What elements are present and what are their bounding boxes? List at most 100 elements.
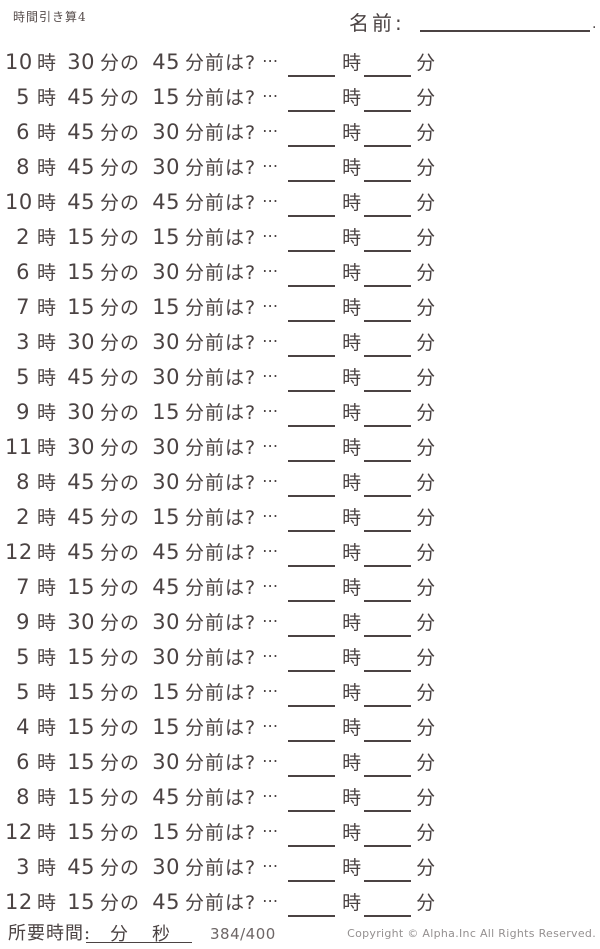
hour-unit: 時 [37, 857, 57, 879]
minute-particle: 分の [100, 262, 141, 284]
answer-hour-unit: 時 [342, 227, 362, 249]
ellipsis: … [262, 887, 280, 906]
answer-hour-blank [288, 501, 336, 532]
answer-minute-blank [364, 291, 412, 322]
hour-unit: 時 [37, 402, 57, 424]
answer-hour-blank [288, 781, 336, 812]
problem-row: 8 時 15 分の 45 分前は? … 時 分 [0, 779, 600, 814]
answer-hour-unit: 時 [342, 157, 362, 179]
minute-particle: 分の [100, 227, 141, 249]
hour-value: 3 [16, 854, 30, 879]
ellipsis: … [262, 187, 280, 206]
footer: 所要時間: 分 秒 384/400 Copyright © Alpha.Inc … [0, 915, 600, 949]
question-suffix: 分前は? [185, 542, 257, 564]
minute-particle: 分の [100, 577, 141, 599]
answer-hour-unit: 時 [342, 192, 362, 214]
name-blank-line [420, 30, 590, 32]
answer-hour-blank [288, 886, 336, 917]
problem-list: 10 時 30 分の 45 分前は? … 時 分 5 時 45 分の 15 分前… [0, 44, 600, 919]
before-value: 30 [152, 609, 181, 634]
minute-particle: 分の [100, 892, 141, 914]
before-value: 30 [152, 749, 181, 774]
problem-row: 8 時 45 分の 30 分前は? … 時 分 [0, 149, 600, 184]
hour-unit: 時 [37, 577, 57, 599]
hour-unit: 時 [37, 507, 57, 529]
minute-value: 15 [67, 889, 96, 914]
minute-particle: 分の [100, 647, 141, 669]
hour-value: 8 [16, 154, 30, 179]
hour-value: 10 [5, 189, 33, 214]
minute-value: 45 [67, 119, 96, 144]
hour-value: 8 [16, 469, 30, 494]
ellipsis: … [262, 397, 280, 416]
answer-minute-unit: 分 [416, 367, 436, 389]
answer-minute-unit: 分 [416, 332, 436, 354]
minute-particle: 分の [100, 87, 141, 109]
problem-row: 12 時 45 分の 45 分前は? … 時 分 [0, 534, 600, 569]
answer-minute-unit: 分 [416, 752, 436, 774]
minute-particle: 分の [100, 472, 141, 494]
minute-value: 45 [67, 539, 96, 564]
answer-hour-blank [288, 711, 336, 742]
minute-value: 15 [67, 679, 96, 704]
hour-value: 11 [5, 434, 33, 459]
problem-row: 5 時 45 分の 15 分前は? … 時 分 [0, 79, 600, 114]
answer-minute-blank [364, 816, 412, 847]
hour-unit: 時 [37, 752, 57, 774]
hour-value: 2 [16, 224, 30, 249]
hour-value: 5 [16, 644, 30, 669]
minute-particle: 分の [100, 857, 141, 879]
answer-hour-blank [288, 536, 336, 567]
minute-particle: 分の [100, 122, 141, 144]
answer-minute-unit: 分 [416, 297, 436, 319]
answer-hour-blank [288, 396, 336, 427]
answer-hour-unit: 時 [342, 472, 362, 494]
ellipsis: … [262, 642, 280, 661]
problem-row: 12 時 15 分の 45 分前は? … 時 分 [0, 884, 600, 919]
minute-particle: 分の [100, 192, 141, 214]
answer-minute-blank [364, 886, 412, 917]
minute-value: 15 [67, 819, 96, 844]
before-value: 15 [152, 294, 181, 319]
minute-particle: 分の [100, 332, 141, 354]
question-suffix: 分前は? [185, 507, 257, 529]
before-value: 15 [152, 224, 181, 249]
before-value: 30 [152, 259, 181, 284]
question-suffix: 分前は? [185, 122, 257, 144]
answer-hour-unit: 時 [342, 122, 362, 144]
ellipsis: … [262, 257, 280, 276]
answer-hour-unit: 時 [342, 262, 362, 284]
hour-unit: 時 [37, 332, 57, 354]
answer-hour-blank [288, 641, 336, 672]
before-value: 45 [152, 784, 181, 809]
answer-hour-unit: 時 [342, 297, 362, 319]
hour-value: 5 [16, 679, 30, 704]
answer-minute-blank [364, 746, 412, 777]
minute-value: 30 [67, 399, 96, 424]
hour-unit: 時 [37, 612, 57, 634]
answer-hour-blank [288, 431, 336, 462]
ellipsis: … [262, 117, 280, 136]
hour-unit: 時 [37, 542, 57, 564]
question-suffix: 分前は? [185, 682, 257, 704]
problem-row: 5 時 45 分の 30 分前は? … 時 分 [0, 359, 600, 394]
minute-particle: 分の [100, 612, 141, 634]
problem-row: 2 時 45 分の 15 分前は? … 時 分 [0, 499, 600, 534]
minute-particle: 分の [100, 752, 141, 774]
answer-minute-unit: 分 [416, 542, 436, 564]
hour-value: 12 [5, 889, 33, 914]
answer-hour-unit: 時 [342, 87, 362, 109]
answer-hour-unit: 時 [342, 367, 362, 389]
before-value: 45 [152, 49, 181, 74]
answer-hour-blank [288, 221, 336, 252]
answer-hour-unit: 時 [342, 682, 362, 704]
minute-particle: 分の [100, 52, 141, 74]
before-value: 15 [152, 819, 181, 844]
problem-row: 10 時 30 分の 45 分前は? … 時 分 [0, 44, 600, 79]
answer-minute-unit: 分 [416, 682, 436, 704]
ellipsis: … [262, 572, 280, 591]
minute-particle: 分の [100, 402, 141, 424]
minute-value: 15 [67, 294, 96, 319]
hour-unit: 時 [37, 297, 57, 319]
answer-minute-unit: 分 [416, 507, 436, 529]
